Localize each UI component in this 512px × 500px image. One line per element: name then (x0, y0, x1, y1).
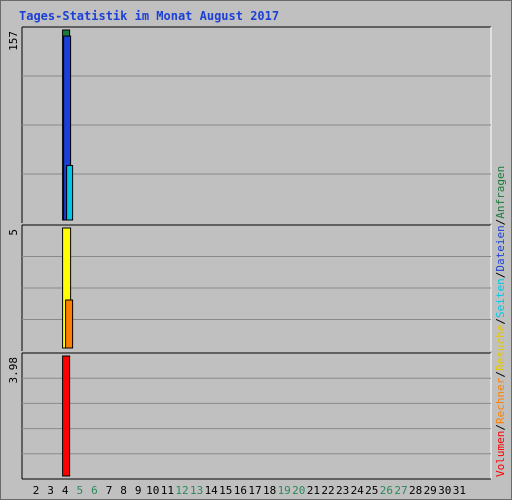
chart-legend: Volumen/Rechner/Besuche/Seiten/Dateien/A… (494, 166, 507, 477)
x-axis-labels: 2 3 4 5 6 7 8 9 10 11 12 13 14 15 16 17 18 19 20 21 22 23 24 25… (33, 484, 466, 497)
x-tick-label: 23 (336, 484, 349, 497)
legend-separator: / (494, 219, 507, 226)
legend-item-dateien: Dateien (494, 225, 507, 271)
x-tick-label: 8 (120, 484, 127, 497)
panel-top: 157 (7, 26, 492, 223)
x-tick-label: 30 (438, 484, 451, 497)
panel-middle: 5 (7, 224, 492, 351)
x-tick-label: 17 (248, 484, 261, 497)
x-tick-label: 5 (76, 484, 83, 497)
bar-volumen-day-3 (62, 355, 71, 477)
x-tick-label: 22 (321, 484, 334, 497)
x-tick-label: 25 (365, 484, 378, 497)
x-tick-label: 29 (424, 484, 437, 497)
x-tick-label: 4 (62, 484, 69, 497)
panel-bottom: 3.98 (7, 352, 492, 479)
x-tick-label: 15 (219, 484, 232, 497)
x-tick-label: 20 (292, 484, 305, 497)
x-tick-label: 24 (351, 484, 365, 497)
chart-panels: 157 5 3.98 (7, 26, 492, 480)
y-max-label: 3.98 (7, 357, 20, 384)
chart-title: Tages-Statistik im Monat August 2017 (19, 9, 279, 23)
x-tick-label: 11 (161, 484, 174, 497)
x-tick-label: 21 (307, 484, 320, 497)
bar-seiten-day-3 (66, 165, 74, 221)
y-max-label: 157 (7, 31, 20, 51)
x-tick-label: 18 (263, 484, 276, 497)
legend-item-besuche: Besuche (494, 325, 507, 371)
legend-item-volumen: Volumen (494, 431, 507, 477)
x-tick-label: 2 (33, 484, 40, 497)
x-tick-label: 10 (146, 484, 159, 497)
legend-separator: / (494, 318, 507, 325)
legend-item-rechner: Rechner (494, 377, 507, 424)
x-tick-label: 28 (409, 484, 422, 497)
y-max-label: 5 (7, 229, 20, 236)
x-tick-label: 12 (175, 484, 188, 497)
x-tick-label: 31 (453, 484, 466, 497)
x-tick-label: 19 (278, 484, 291, 497)
x-tick-label: 3 (47, 484, 54, 497)
x-tick-label: 14 (205, 484, 219, 497)
legend-separator: / (494, 371, 507, 378)
legend-item-seiten: Seiten (494, 278, 507, 318)
x-tick-label: 9 (135, 484, 142, 497)
legend-separator: / (494, 424, 507, 431)
x-tick-label: 6 (91, 484, 98, 497)
legend-text: Volumen/Rechner/Besuche/Seiten/Dateien/A… (494, 166, 507, 477)
x-tick-label: 13 (190, 484, 203, 497)
legend-separator: / (494, 272, 507, 279)
x-tick-label: 26 (380, 484, 393, 497)
x-tick-label: 16 (234, 484, 247, 497)
legend-item-anfragen: Anfragen (494, 166, 507, 219)
bar-rechner-day-3 (65, 299, 74, 349)
x-tick-label: 7 (106, 484, 113, 497)
x-tick-label: 27 (394, 484, 407, 497)
